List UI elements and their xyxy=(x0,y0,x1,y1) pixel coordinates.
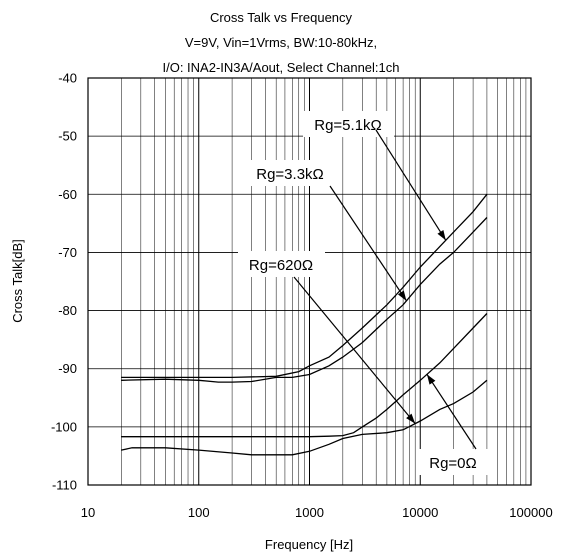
arrow-rg-620 xyxy=(293,276,416,425)
y-tick-label: -80 xyxy=(58,303,77,318)
x-tick-label: 100 xyxy=(188,505,210,520)
series-line-3 xyxy=(121,379,488,456)
arrow-rg-0 xyxy=(426,374,477,450)
x-tick-label: 10 xyxy=(81,505,95,520)
label-rg-620: Rg=620Ω xyxy=(249,257,313,274)
series-line-0 xyxy=(121,193,488,379)
label-box-620 xyxy=(238,251,325,277)
x-tick-label: 1000 xyxy=(295,505,324,520)
label-rg-0: Rg=0Ω xyxy=(429,455,477,472)
label-rg-3-3k: Rg=3.3kΩ xyxy=(256,166,324,183)
label-rg-5-1k: Rg=5.1kΩ xyxy=(314,117,382,134)
y-tick-label: -60 xyxy=(58,187,77,202)
y-axis-label: Cross Talk[dB] xyxy=(10,239,25,323)
label-box-5-1k xyxy=(303,111,394,137)
series-line-1 xyxy=(121,217,488,383)
arrow-rg-3-3k xyxy=(329,185,407,302)
plot-frame xyxy=(87,77,532,486)
annotations: Rg=5.1kΩ Rg=3.3kΩ Rg=620Ω Rg=0Ω xyxy=(238,111,490,475)
chart-title: Cross Talk vs Frequency xyxy=(210,10,353,25)
y-tick-labels: -40 -50 -60 -70 -80 -90 -100 -110 xyxy=(51,71,77,493)
x-tick-labels: 10 100 1000 10000 100000 xyxy=(81,505,553,520)
y-tick-label: -70 xyxy=(58,245,77,260)
y-tick-label: -50 xyxy=(58,129,77,144)
x-axis-label: Frequency [Hz] xyxy=(265,537,353,552)
grid xyxy=(88,78,531,485)
y-tick-label: -110 xyxy=(52,478,77,493)
y-tick-label: -40 xyxy=(58,71,77,86)
arrow-rg-5-1k xyxy=(375,129,447,241)
series-line-2 xyxy=(121,313,488,438)
chart-subtitle-2: I/O: INA2-IN3A/Aout, Select Channel:1ch xyxy=(162,60,399,75)
label-box-3-3k xyxy=(245,160,336,186)
y-tick-label: -100 xyxy=(51,419,77,434)
series-lines xyxy=(121,193,488,456)
x-tick-label: 10000 xyxy=(402,505,438,520)
chart-subtitle-1: V=9V, Vin=1Vrms, BW:10-80kHz, xyxy=(185,35,377,50)
y-tick-label: -90 xyxy=(58,361,77,376)
x-tick-label: 100000 xyxy=(509,505,552,520)
label-box-0 xyxy=(416,449,490,475)
